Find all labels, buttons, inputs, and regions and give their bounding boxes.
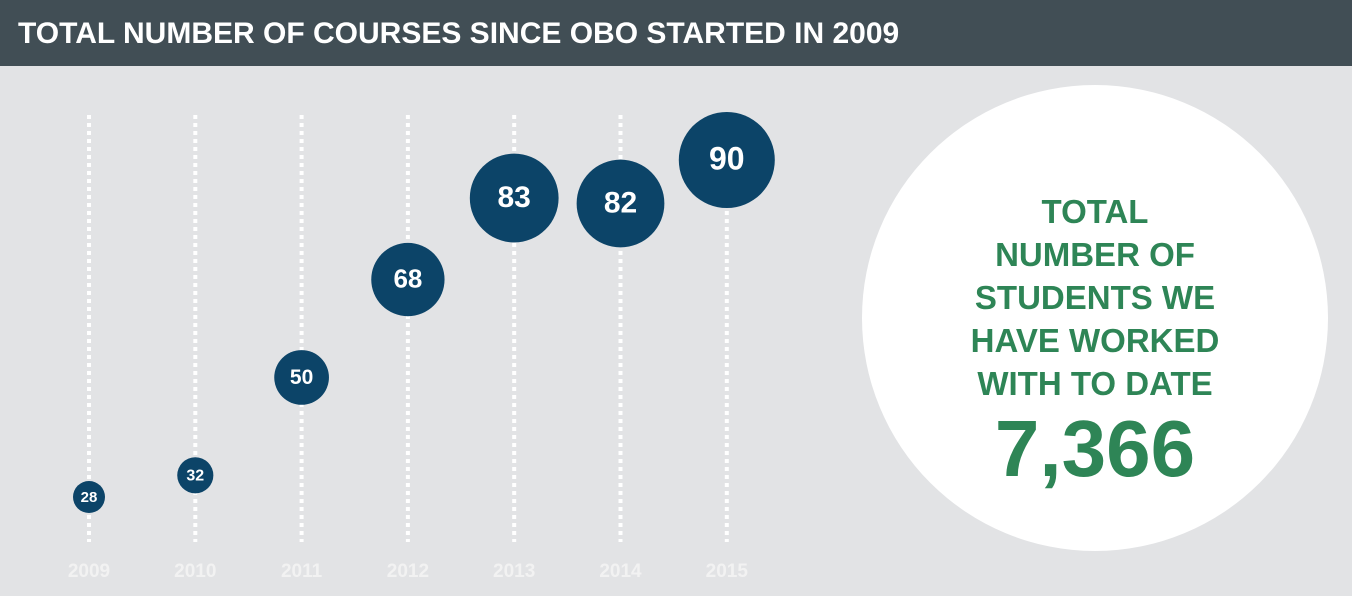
total-box: TOTAL NUMBER OF STUDENTS WE HAVE WORKED … [967, 190, 1223, 491]
total-circle [862, 85, 1328, 551]
bubble-label: 82 [604, 186, 637, 219]
header-bar [0, 0, 1352, 66]
bubble [177, 457, 214, 494]
x-tick-label: 2015 [706, 561, 749, 582]
x-tick-label: 2013 [493, 561, 535, 582]
bubble [678, 112, 775, 208]
chart-title: TOTAL NUMBER OF COURSES SINCE OBO STARTE… [18, 17, 899, 50]
bubble [576, 159, 665, 248]
x-tick-label: 2009 [68, 561, 110, 582]
bubble-label: 32 [186, 467, 204, 484]
x-tick-label: 2011 [281, 561, 323, 582]
total-label: TOTAL NUMBER OF STUDENTS WE HAVE WORKED … [970, 193, 1220, 402]
x-tick-label: 2010 [174, 561, 216, 582]
x-tick-label: 2014 [599, 561, 642, 582]
bubble [371, 242, 445, 317]
bubble [469, 153, 559, 243]
bubble [274, 350, 329, 405]
bubble-label: 50 [290, 366, 313, 389]
total-value: 7,366 [994, 404, 1196, 493]
bubble-label: 90 [709, 140, 745, 176]
bubble [73, 481, 105, 513]
bubble-label: 28 [81, 489, 98, 506]
bubble-label: 83 [498, 181, 531, 214]
bubble-label: 68 [393, 263, 422, 293]
x-tick-label: 2012 [387, 561, 429, 582]
